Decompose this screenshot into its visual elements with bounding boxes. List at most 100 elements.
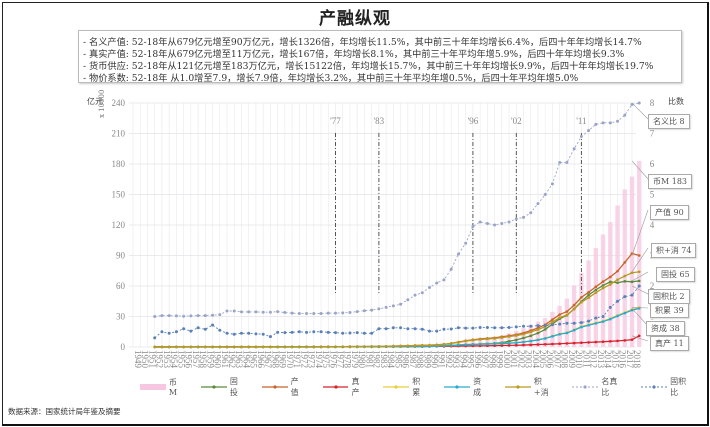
legend-item: 固积比 <box>641 377 694 397</box>
x-axis-tick: 1976 <box>328 350 338 369</box>
x-axis-tick: 2016 <box>618 350 628 369</box>
right-axis-tick: 7 <box>650 129 655 139</box>
x-axis-tick: 1998 <box>487 350 497 369</box>
callout-capital-formation: 资成 38 <box>646 321 685 336</box>
x-axis-tick: 1974 <box>314 350 324 369</box>
x-axis-tick: 1952 <box>155 350 165 368</box>
x-axis-tick: 2002 <box>516 350 526 368</box>
right-axis-unit: 比数 <box>668 97 684 106</box>
left-axis-tick: 180 <box>112 159 126 169</box>
right-axis-tick: 6 <box>650 159 655 169</box>
x-axis-tick: 1960 <box>213 350 223 369</box>
legend-swatch-icon <box>261 385 288 389</box>
x-axis-tick: 1967 <box>263 350 273 369</box>
left-axis-tick: 150 <box>112 190 126 200</box>
x-axis-tick: 1999 <box>495 350 505 369</box>
x-axis-tick: 2000 <box>502 350 512 369</box>
legend-label: 积+消 <box>533 377 549 397</box>
x-axis-tick: 1950 <box>140 350 150 369</box>
x-axis-tick: 1963 <box>234 350 244 369</box>
x-axis-tick: 1997 <box>480 350 490 369</box>
left-axis-tick: 210 <box>112 129 126 139</box>
legend-swatch-icon <box>572 385 599 389</box>
x-axis-tick: 2001 <box>509 350 519 368</box>
x-axis-tick: 1994 <box>458 350 468 369</box>
x-axis-tick: 1980 <box>357 350 367 369</box>
notes-box: - 名义产值: 52-18年从679亿元增至90万亿元，增长1326倍，年均增长… <box>78 30 682 84</box>
x-axis-tick: 1991 <box>437 350 447 368</box>
legend-item: 名真比 <box>572 377 625 397</box>
left-axis-unit: 亿元 <box>87 97 103 106</box>
x-axis-tick: 1957 <box>191 350 201 369</box>
legend-label: 名真比 <box>601 377 618 397</box>
legend-item: 真产 <box>322 377 368 397</box>
x-axis-tick: 1972 <box>299 350 309 368</box>
legend-item: 资成 <box>444 377 489 397</box>
x-axis-tick: 1983 <box>379 350 389 369</box>
left-axis-tick: 120 <box>112 220 126 230</box>
x-axis-tick: 2017 <box>625 350 635 369</box>
legend-label: 固积比 <box>670 377 687 397</box>
x-axis-tick: 2007 <box>552 350 562 369</box>
x-axis-tick: 1975 <box>321 350 331 369</box>
x-axis-tick: 1988 <box>415 350 425 369</box>
legend-item: 产值 <box>261 377 307 397</box>
x-axis-tick: 2018 <box>632 350 642 369</box>
event-marker-label: '11 <box>576 116 586 126</box>
callout-money: 币M 183 <box>648 174 693 189</box>
x-axis-tick: 1955 <box>176 350 186 369</box>
x-axis-tick: 1987 <box>408 350 418 369</box>
left-axis-tick: 30 <box>116 312 126 322</box>
data-source: 数据来源：国家统计局年鉴及摘要 <box>8 407 121 416</box>
x-axis-tick: 2011 <box>581 350 591 368</box>
x-axis-tick: 1992 <box>444 350 454 368</box>
x-axis-tick: 1979 <box>350 350 360 369</box>
x-axis-tick: 1962 <box>227 350 237 368</box>
note-nominal-output: - 名义产值: 52-18年从679亿元增至90万亿元，增长1326倍，年均增长… <box>83 37 642 48</box>
legend-label: 积累 <box>412 377 421 397</box>
chart-legend: 币M 固投 产值 真产 积累 资成 积+消 名真比 固积比 <box>140 377 710 397</box>
callout-nominal-real-ratio: 名义比 8 <box>648 114 690 129</box>
x-axis-tick: 2009 <box>567 350 577 369</box>
legend-item: 固投 <box>201 377 246 397</box>
legend-swatch-icon <box>383 385 410 389</box>
legend-label: 真产 <box>351 377 360 397</box>
callout-output: 产值 90 <box>650 205 689 220</box>
legend-label: 固投 <box>229 377 238 397</box>
x-axis-tick: 1982 <box>372 350 382 368</box>
callout-fixed-acc-ratio: 固积比 2 <box>648 289 690 304</box>
note-price-index: - 物价系数: 52-18年 从1.0增至7.9，增长7.9倍，年均增长3.2%… <box>83 73 579 84</box>
x-axis-tick: 2012 <box>589 350 599 368</box>
x-axis-tick: 1973 <box>307 350 317 369</box>
x-axis-tick: 1970 <box>285 350 295 369</box>
chart-title: 产融纵观 <box>319 9 391 29</box>
note-money-supply: - 货币供应: 52-18年从121亿元增至183万亿元，增长15122倍，年均… <box>83 61 654 72</box>
x-axis-tick: 1978 <box>343 350 353 369</box>
x-axis-tick: 1968 <box>270 350 280 369</box>
left-axis-tick: 60 <box>116 281 126 291</box>
x-axis-tick: 1981 <box>364 350 374 368</box>
legend-item: 积累 <box>383 377 428 397</box>
x-axis-tick: 1985 <box>393 350 403 369</box>
event-marker-label: '96 <box>468 116 479 126</box>
x-axis-tick: 1990 <box>430 350 440 369</box>
x-axis-tick: 1954 <box>169 350 179 369</box>
legend-item: 币M <box>140 378 185 397</box>
x-axis-tick: 1951 <box>147 350 157 368</box>
legend-swatch-icon <box>444 385 471 389</box>
x-axis-tick: 2010 <box>574 350 584 369</box>
legend-swatch-icon <box>201 385 227 389</box>
x-axis-tick: 1986 <box>401 350 411 369</box>
x-axis-tick: 2004 <box>531 350 541 369</box>
legend-item: 积+消 <box>504 377 556 397</box>
x-axis-tick: 1996 <box>473 350 483 369</box>
legend-swatch-icon <box>140 384 166 390</box>
event-marker-label: '02 <box>511 116 522 126</box>
callout-real-output: 真产 11 <box>650 336 689 351</box>
callout-fixed-invest: 固投 65 <box>656 267 695 282</box>
x-axis-tick: 2006 <box>545 350 555 369</box>
event-marker-label: '83 <box>374 116 385 126</box>
x-axis-tick: 2005 <box>538 350 548 369</box>
right-axis-tick: 8 <box>650 98 655 108</box>
